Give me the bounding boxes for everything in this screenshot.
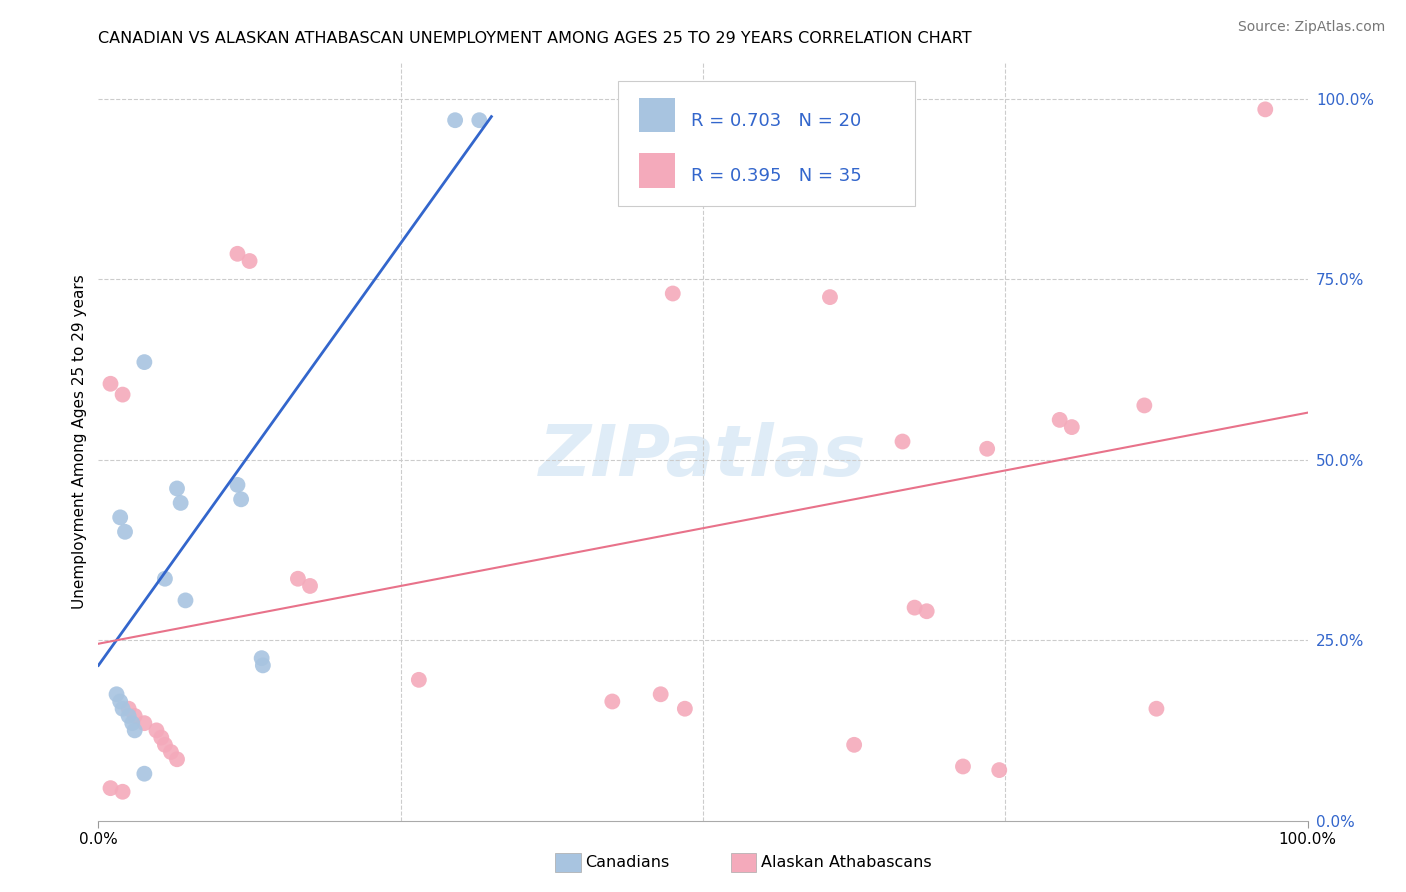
Text: ZIPatlas: ZIPatlas bbox=[540, 422, 866, 491]
Point bbox=[121, 716, 143, 731]
Point bbox=[915, 604, 938, 618]
Point bbox=[111, 387, 134, 401]
Point bbox=[976, 442, 998, 456]
Point bbox=[1049, 413, 1071, 427]
Text: R = 0.395   N = 35: R = 0.395 N = 35 bbox=[690, 167, 862, 186]
Point bbox=[108, 510, 131, 524]
FancyBboxPatch shape bbox=[638, 153, 675, 187]
Point bbox=[891, 434, 914, 449]
Point bbox=[124, 723, 146, 738]
Point bbox=[166, 752, 188, 766]
Y-axis label: Unemployment Among Ages 25 to 29 years: Unemployment Among Ages 25 to 29 years bbox=[72, 274, 87, 609]
Point bbox=[150, 731, 173, 745]
Point bbox=[124, 709, 146, 723]
Point bbox=[111, 702, 134, 716]
Point bbox=[114, 524, 136, 539]
Point bbox=[1146, 702, 1168, 716]
Text: CANADIAN VS ALASKAN ATHABASCAN UNEMPLOYMENT AMONG AGES 25 TO 29 YEARS CORRELATIO: CANADIAN VS ALASKAN ATHABASCAN UNEMPLOYM… bbox=[98, 31, 972, 46]
Point bbox=[100, 376, 122, 391]
Text: R = 0.703   N = 20: R = 0.703 N = 20 bbox=[690, 112, 860, 130]
Point bbox=[904, 600, 927, 615]
Point bbox=[153, 572, 176, 586]
Point bbox=[226, 247, 249, 261]
Point bbox=[252, 658, 274, 673]
Point bbox=[287, 572, 309, 586]
Point bbox=[108, 694, 131, 708]
Point bbox=[1060, 420, 1083, 434]
Point bbox=[229, 492, 252, 507]
Point bbox=[408, 673, 430, 687]
Point bbox=[988, 763, 1011, 777]
Point bbox=[868, 110, 890, 124]
Point bbox=[226, 478, 249, 492]
Point bbox=[160, 745, 183, 759]
Point bbox=[1133, 399, 1156, 413]
Point bbox=[134, 766, 156, 780]
FancyBboxPatch shape bbox=[638, 98, 675, 132]
Point bbox=[602, 694, 624, 708]
Point bbox=[118, 709, 141, 723]
Point bbox=[145, 723, 167, 738]
Point bbox=[952, 759, 974, 773]
Text: Canadians: Canadians bbox=[585, 855, 669, 870]
Point bbox=[111, 785, 134, 799]
Point bbox=[134, 716, 156, 731]
FancyBboxPatch shape bbox=[619, 81, 915, 207]
Point bbox=[468, 113, 491, 128]
Point bbox=[299, 579, 322, 593]
Point bbox=[134, 355, 156, 369]
Point bbox=[250, 651, 273, 665]
Point bbox=[844, 738, 866, 752]
Point bbox=[239, 254, 262, 268]
Point bbox=[166, 482, 188, 496]
Text: Alaskan Athabascans: Alaskan Athabascans bbox=[761, 855, 931, 870]
Point bbox=[153, 738, 176, 752]
Text: Source: ZipAtlas.com: Source: ZipAtlas.com bbox=[1237, 20, 1385, 34]
Point bbox=[818, 290, 841, 304]
Point bbox=[673, 702, 696, 716]
Point bbox=[650, 687, 672, 701]
Point bbox=[169, 496, 191, 510]
Point bbox=[444, 113, 467, 128]
Point bbox=[661, 286, 683, 301]
Point bbox=[100, 781, 122, 796]
Point bbox=[118, 702, 141, 716]
Point bbox=[174, 593, 197, 607]
Point bbox=[1254, 103, 1277, 117]
Point bbox=[105, 687, 128, 701]
